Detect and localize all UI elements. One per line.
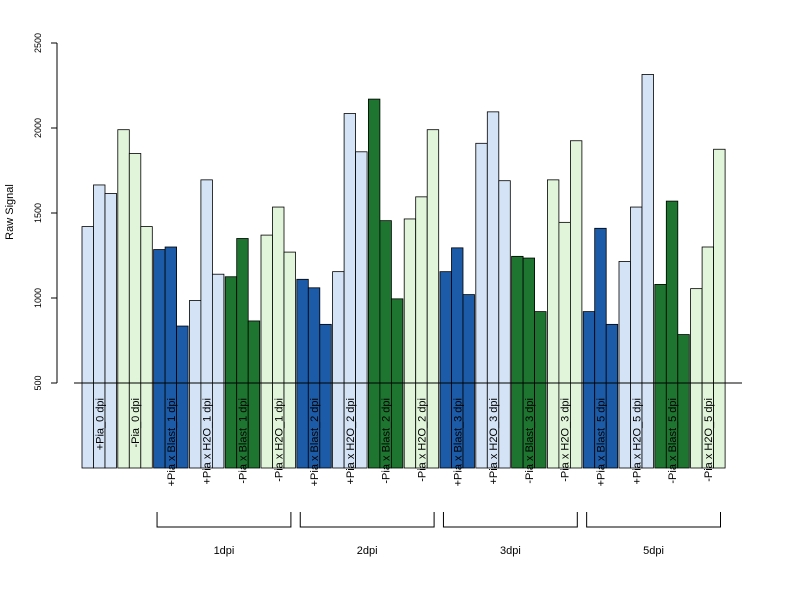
y-ticks: 500 1000 1500 2000 2500 (33, 33, 57, 391)
category-label: -Pia_0 dpi (130, 398, 142, 448)
category-label: -Pia x Blast_1 dpi (237, 398, 249, 484)
bar (403, 218, 417, 469)
group-bracket (586, 512, 721, 528)
category-label: +Pia x H2O_1 dpi (202, 398, 214, 485)
bar (176, 325, 189, 469)
category-label: -Pia x Blast_5 dpi (667, 398, 679, 484)
bar (475, 142, 488, 469)
bar (511, 255, 524, 469)
category-label: +Pia x H2O_3 dpi (488, 398, 500, 485)
bar (247, 320, 261, 469)
group-label: 3dpi (500, 545, 521, 557)
bar (677, 334, 690, 469)
bar (104, 193, 117, 469)
bar (188, 300, 202, 469)
bar (224, 276, 238, 469)
bar (570, 140, 583, 469)
bar (605, 323, 619, 469)
bar (211, 273, 225, 469)
category-label: -Pia x Blast_3 dpi (524, 398, 536, 484)
group-brackets: 1dpi 2dpi 3dpi 5dpi (156, 512, 721, 557)
bar (618, 261, 631, 469)
group-label: 2dpi (357, 545, 378, 557)
bar (319, 323, 332, 469)
y-axis-title: Raw Signal (4, 184, 16, 240)
bar (547, 179, 560, 469)
bar (498, 180, 511, 469)
y-tick-label: 2000 (33, 118, 43, 138)
category-label: +Pia x Blast_2 dpi (309, 398, 321, 486)
bar (534, 311, 547, 469)
group-bracket (442, 512, 578, 528)
bar (283, 251, 296, 469)
group-bracket (299, 512, 435, 528)
group-bracket (156, 512, 292, 528)
y-tick-label: 2500 (33, 33, 43, 53)
bar (153, 249, 166, 469)
bar (654, 283, 667, 469)
bar (713, 148, 726, 469)
bar (81, 226, 94, 469)
group-label: 1dpi (214, 545, 235, 557)
bar (117, 129, 130, 469)
category-label: +Pia x Blast_3 dpi (452, 398, 464, 486)
category-label: +Pia x H2O_2 dpi (345, 398, 357, 485)
category-label: +Pia x H2O_5 dpi (631, 398, 643, 485)
category-label: +Pia x Blast_1 dpi (166, 398, 178, 486)
category-label: +Pia x Blast_5 dpi (595, 398, 607, 486)
category-label: -Pia x H2O_1 dpi (273, 398, 285, 482)
group-label: 5dpi (643, 545, 664, 557)
bar (641, 74, 654, 469)
category-labels: +Pia_0 dpi -Pia_0 dpi +Pia x Blast_1 dpi +P… (94, 398, 715, 486)
bar (367, 98, 381, 469)
category-label: -Pia x H2O_5 dpi (703, 398, 715, 482)
bar (690, 288, 703, 469)
bar (582, 311, 596, 469)
category-label: -Pia x H2O_2 dpi (416, 398, 428, 482)
y-tick-label: 1000 (33, 288, 43, 308)
y-axis: 500 1000 1500 2000 2500 (33, 33, 58, 391)
bar (426, 129, 440, 469)
bars (81, 74, 726, 469)
category-label: -Pia x H2O_3 dpi (560, 398, 572, 482)
category-label: +Pia_0 dpi (94, 398, 106, 450)
bar (260, 234, 273, 469)
y-tick-label: 500 (33, 375, 43, 390)
y-tick-label: 1500 (33, 203, 43, 223)
bar (332, 271, 345, 469)
bar (439, 271, 452, 469)
category-label: -Pia x Blast_2 dpi (381, 398, 393, 484)
bar (355, 151, 368, 469)
bar (296, 278, 309, 469)
bar (462, 294, 475, 469)
bar (140, 226, 153, 469)
